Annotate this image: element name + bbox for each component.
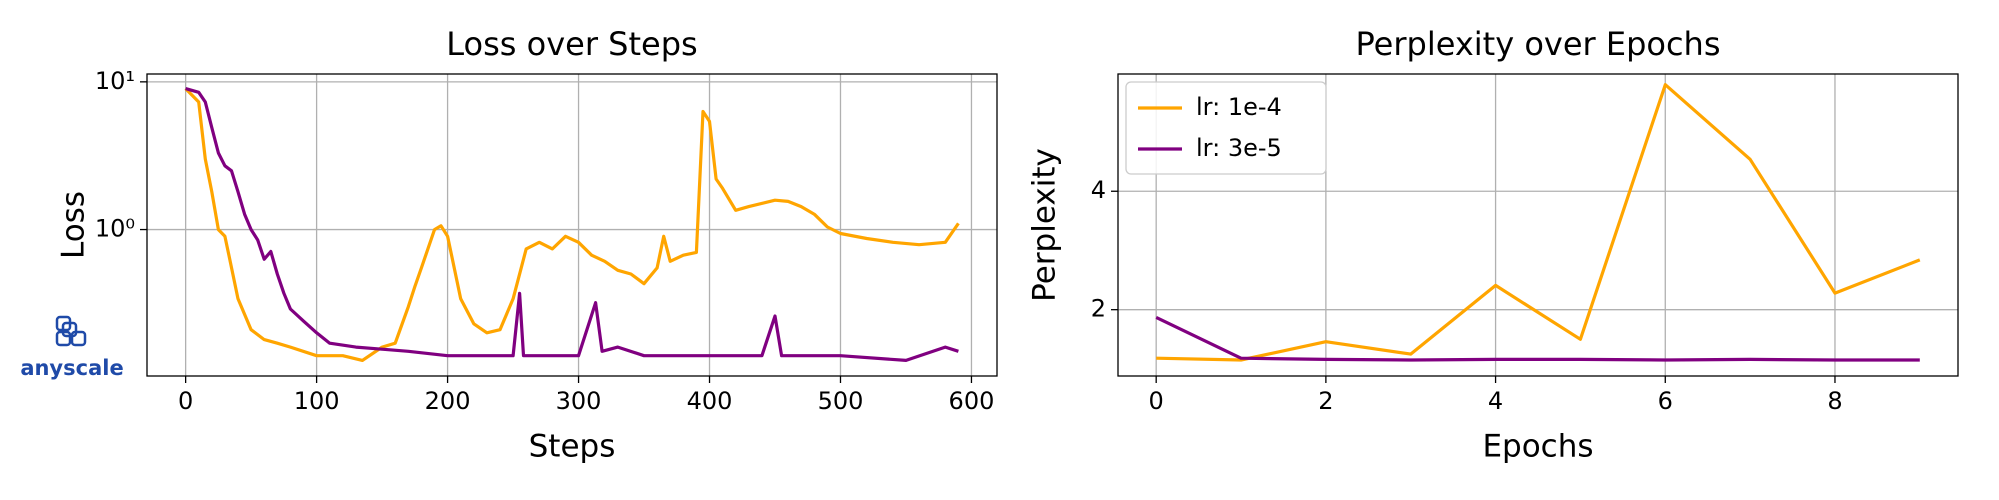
x-tick-label: 100 — [294, 387, 340, 415]
x-tick-label: 8 — [1827, 387, 1842, 415]
legend-label: lr: 3e-5 — [1196, 134, 1282, 162]
y-tick-label: 2 — [1091, 295, 1106, 323]
y-axis-label: Perplexity — [1027, 148, 1063, 302]
line-series — [1155, 315, 1920, 362]
x-tick-label: 2 — [1318, 387, 1333, 415]
line-series — [1156, 83, 1921, 362]
legend-box — [1125, 81, 1327, 175]
logo-icon — [55, 315, 87, 347]
logo-text: anyscale — [20, 356, 123, 380]
x-tick-label: 200 — [425, 387, 471, 415]
y-tick-label: 4 — [1091, 176, 1106, 204]
chart-title: Perplexity over Epochs — [1356, 25, 1721, 63]
x-tick-label: 500 — [818, 387, 864, 415]
y-tick-label: 10⁰ — [95, 215, 135, 243]
x-axis-label: Epochs — [1482, 429, 1593, 465]
x-tick-label: 600 — [949, 387, 995, 415]
x-tick-label: 0 — [1149, 387, 1164, 415]
chart-title: Loss over Steps — [446, 25, 697, 63]
x-axis-label: Steps — [529, 429, 616, 465]
x-tick-label: 400 — [687, 387, 733, 415]
line-series — [184, 87, 960, 362]
line-series — [185, 87, 959, 362]
plot-frame — [1117, 73, 1959, 377]
plot-frame — [146, 73, 998, 377]
y-tick-label: 10¹ — [95, 67, 135, 95]
x-tick-label: 4 — [1488, 387, 1503, 415]
x-tick-label: 0 — [178, 387, 193, 415]
legend-label: lr: 1e-4 — [1196, 93, 1282, 121]
x-tick-label: 300 — [556, 387, 602, 415]
y-axis-label: Loss — [56, 191, 92, 259]
x-tick-label: 6 — [1658, 387, 1673, 415]
